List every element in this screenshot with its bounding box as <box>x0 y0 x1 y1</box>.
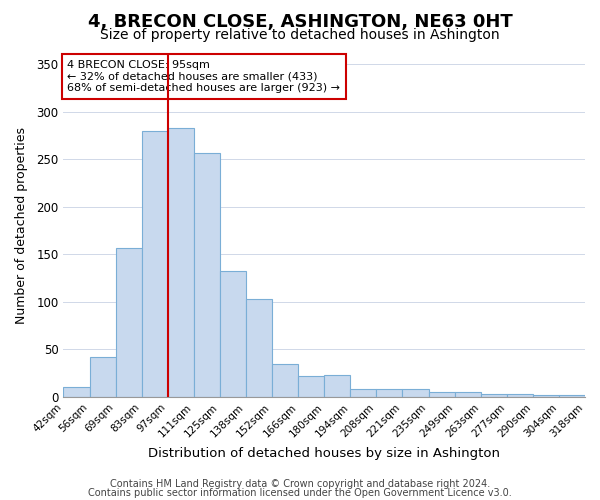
Bar <box>298 376 324 397</box>
Bar <box>455 392 481 397</box>
Bar <box>428 392 455 397</box>
Bar <box>559 395 585 397</box>
Text: 4, BRECON CLOSE, ASHINGTON, NE63 0HT: 4, BRECON CLOSE, ASHINGTON, NE63 0HT <box>88 12 512 30</box>
Bar <box>142 131 168 397</box>
Bar <box>168 128 194 397</box>
Y-axis label: Number of detached properties: Number of detached properties <box>15 128 28 324</box>
Bar <box>194 153 220 397</box>
Bar <box>246 299 272 397</box>
Bar <box>220 270 246 397</box>
Bar <box>403 390 428 397</box>
Bar <box>507 394 533 397</box>
Bar <box>350 390 376 397</box>
Bar <box>64 388 89 397</box>
Text: Size of property relative to detached houses in Ashington: Size of property relative to detached ho… <box>100 28 500 42</box>
Bar <box>376 390 403 397</box>
Text: Contains public sector information licensed under the Open Government Licence v3: Contains public sector information licen… <box>88 488 512 498</box>
X-axis label: Distribution of detached houses by size in Ashington: Distribution of detached houses by size … <box>148 447 500 460</box>
Bar <box>324 375 350 397</box>
Bar <box>533 395 559 397</box>
Bar <box>116 248 142 397</box>
Bar <box>481 394 507 397</box>
Text: Contains HM Land Registry data © Crown copyright and database right 2024.: Contains HM Land Registry data © Crown c… <box>110 479 490 489</box>
Bar <box>272 364 298 397</box>
Text: 4 BRECON CLOSE: 95sqm
← 32% of detached houses are smaller (433)
68% of semi-det: 4 BRECON CLOSE: 95sqm ← 32% of detached … <box>67 60 340 93</box>
Bar <box>89 357 116 397</box>
